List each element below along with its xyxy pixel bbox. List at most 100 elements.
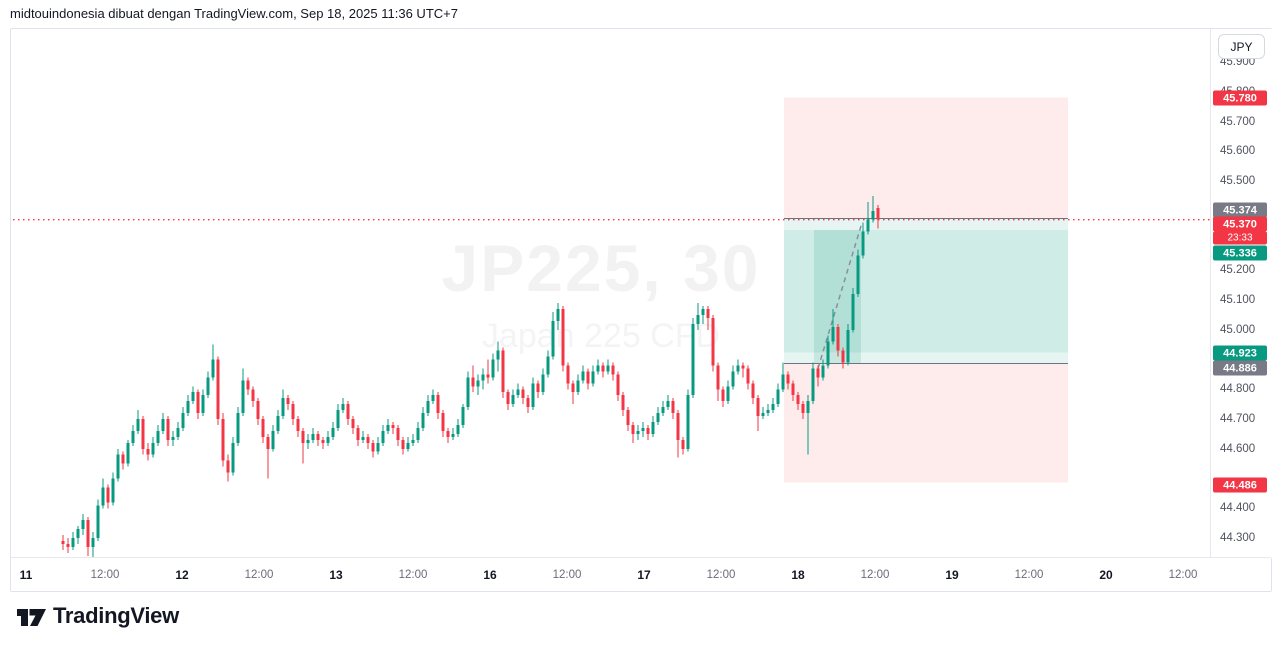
candle-body xyxy=(106,487,110,503)
candle-body xyxy=(291,404,295,419)
candle-body xyxy=(146,448,150,455)
candle-body xyxy=(131,430,135,443)
candle-body xyxy=(621,395,625,411)
price-tick-label: 45.500 xyxy=(1220,175,1256,187)
candle-body xyxy=(171,436,175,440)
candle-body xyxy=(871,210,875,220)
candle-body xyxy=(706,308,710,318)
candle-body xyxy=(136,419,140,431)
currency-button[interactable]: JPY xyxy=(1218,34,1265,59)
candle-body xyxy=(636,430,640,434)
candle-body xyxy=(691,323,695,396)
candle-body xyxy=(431,395,435,402)
candle-body xyxy=(271,430,275,449)
candle-body xyxy=(761,413,765,417)
candle-body xyxy=(266,436,270,449)
tradingview-logo[interactable]: TradingView xyxy=(12,599,179,633)
candle-body xyxy=(466,377,470,408)
price-tick-label: 45.600 xyxy=(1220,145,1256,158)
price-tick-label: 45.100 xyxy=(1220,294,1256,306)
candle-body xyxy=(496,350,500,360)
price-chart-plot[interactable]: JP225, 30 Japan 225 CFD xyxy=(11,29,1210,558)
candle-body xyxy=(341,404,345,411)
candle-body xyxy=(281,398,285,417)
candle-body xyxy=(381,430,385,443)
candle-body xyxy=(736,365,740,372)
price-badge-last-45.370: 45.370 xyxy=(1213,216,1267,232)
candle-body xyxy=(516,389,520,396)
candle-body xyxy=(361,436,365,440)
candle-body xyxy=(611,365,615,375)
time-tick-label-12-00: 12:00 xyxy=(552,568,582,581)
candle-body xyxy=(186,401,190,414)
time-tick-label-12-00: 12:00 xyxy=(244,568,274,581)
price-badge-countdown-23-33: 23:33 xyxy=(1213,231,1267,245)
candle-body xyxy=(356,427,360,440)
price-tick-label: 44.600 xyxy=(1220,442,1256,455)
candle-body xyxy=(506,392,510,405)
candle-body xyxy=(346,404,350,419)
time-tick-label-12-00: 12:00 xyxy=(1014,568,1044,581)
short-loss-zone[interactable] xyxy=(784,97,1068,219)
candle-body xyxy=(111,478,115,503)
candle-body xyxy=(296,419,300,431)
candle-body xyxy=(221,419,225,461)
price-tick-label: 45.900 xyxy=(1220,56,1256,68)
candle-body xyxy=(776,389,780,405)
candle-body xyxy=(351,419,355,428)
price-badge-target-44.923: 44.923 xyxy=(1213,345,1267,361)
candle-body xyxy=(741,365,745,369)
candle-body xyxy=(531,383,535,408)
candle-body xyxy=(81,520,85,530)
price-axis[interactable]: JPY 45.90045.80045.70045.60045.50045.200… xyxy=(1210,29,1273,558)
candle-body xyxy=(526,398,530,408)
candle-body xyxy=(591,371,595,384)
price-badge-entry-45.374: 45.374 xyxy=(1213,202,1267,218)
candle-body xyxy=(226,460,230,473)
candlestick-chart[interactable] xyxy=(11,29,1210,558)
candle-body xyxy=(841,350,845,363)
candle-body xyxy=(511,395,515,405)
candle-body xyxy=(191,392,195,402)
candle-body xyxy=(61,540,65,544)
candle-body xyxy=(646,427,650,434)
candle-body xyxy=(331,427,335,437)
candle-body xyxy=(301,430,305,443)
candle-body xyxy=(651,421,655,434)
long-position-tool[interactable] xyxy=(784,229,1068,483)
candle-body xyxy=(486,374,490,378)
candle-body xyxy=(386,424,390,431)
candle-body xyxy=(401,439,405,449)
candle-body xyxy=(476,380,480,387)
chart-frame: JP225, 30 Japan 225 CFD JPY 45.90045.800… xyxy=(10,28,1273,592)
price-tick-label: 44.400 xyxy=(1220,502,1256,515)
candle-body xyxy=(411,439,415,443)
time-axis[interactable]: 11 12:00 12 12:00 13 12:00 16 12:00 17 12:00 18 12:… xyxy=(11,557,1271,591)
long-profit-zone[interactable] xyxy=(784,229,1068,364)
price-tick-label: 45.000 xyxy=(1220,323,1256,336)
short-profit-zone[interactable] xyxy=(784,218,1068,353)
short-position-tool[interactable] xyxy=(784,97,1068,353)
candle-body xyxy=(166,419,170,440)
candle-body xyxy=(756,398,760,417)
candle-body xyxy=(811,368,815,402)
candle-body xyxy=(551,320,555,357)
trend-dashed-line[interactable] xyxy=(817,222,863,369)
candle-body xyxy=(686,395,690,449)
candle-body xyxy=(711,317,715,366)
price-badge-stop-44.486: 44.486 xyxy=(1213,477,1267,493)
candle-body xyxy=(101,487,105,506)
candle-body xyxy=(311,433,315,440)
candle-body xyxy=(391,424,395,428)
candle-body xyxy=(571,383,575,393)
candle-body xyxy=(316,433,320,440)
time-tick-label-12-00: 12:00 xyxy=(1168,568,1198,581)
candle-body xyxy=(581,371,585,381)
candle-body xyxy=(731,371,735,387)
candle-body xyxy=(416,427,420,440)
candle-body xyxy=(71,538,75,547)
candle-body xyxy=(746,368,750,384)
candle-body xyxy=(786,374,790,384)
long-loss-zone[interactable] xyxy=(784,363,1068,483)
